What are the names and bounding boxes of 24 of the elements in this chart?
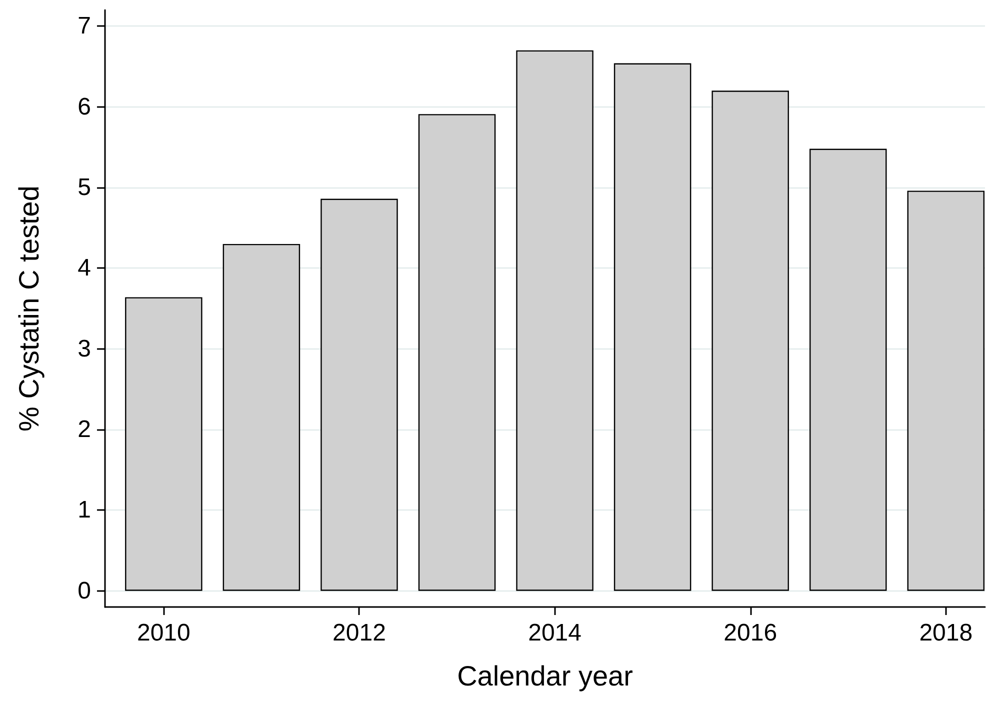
x-tick-label: 2012 — [332, 620, 386, 646]
y-tick-label: 2 — [78, 416, 91, 444]
bar — [516, 50, 594, 591]
y-tick-label: 1 — [78, 496, 91, 524]
bar — [418, 114, 496, 591]
y-tick-label: 7 — [78, 12, 91, 40]
x-tick-label: 2018 — [919, 620, 973, 646]
x-tick-label: 2010 — [136, 620, 190, 646]
y-axis-title: % Cystatin C tested — [14, 186, 44, 432]
bar — [809, 148, 887, 591]
bar — [907, 190, 985, 591]
bar — [222, 244, 300, 591]
y-tick-label: 3 — [78, 335, 91, 362]
y-tick-label: 5 — [78, 174, 91, 201]
bar — [614, 63, 692, 591]
x-tick-label: 2014 — [528, 620, 582, 646]
x-axis-title: Calendar year — [457, 660, 633, 692]
x-tick-label: 2016 — [724, 620, 778, 646]
bar — [320, 198, 398, 591]
y-tick-label: 0 — [78, 577, 91, 604]
y-tick-label: 6 — [78, 93, 91, 120]
bar — [125, 297, 202, 591]
bar — [712, 90, 789, 591]
y-tick-label: 4 — [78, 254, 91, 282]
